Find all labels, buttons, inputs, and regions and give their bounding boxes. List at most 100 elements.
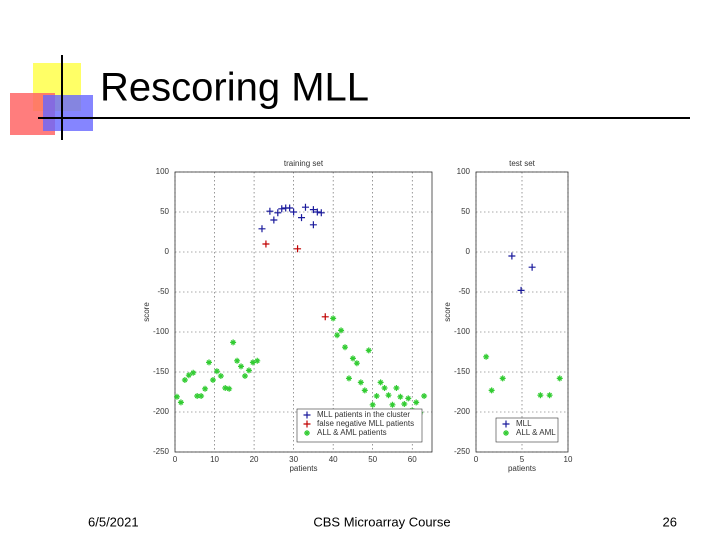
- data-point: [245, 367, 252, 374]
- data-point: [309, 221, 317, 229]
- data-point: [321, 313, 329, 321]
- legend-marker: [303, 420, 311, 428]
- data-point: [262, 240, 270, 248]
- x-tick-label: 0: [173, 455, 178, 464]
- data-point: [342, 344, 349, 351]
- data-point: [258, 225, 266, 233]
- data-point: [349, 355, 356, 362]
- data-point: [294, 245, 302, 253]
- data-point: [330, 315, 337, 322]
- data-point: [361, 387, 368, 394]
- data-point: [385, 392, 392, 399]
- y-tick-label: -150: [454, 367, 471, 376]
- data-point: [546, 392, 553, 399]
- x-tick-label: 0: [474, 455, 479, 464]
- legend-label: MLL: [516, 419, 532, 428]
- slide-title: Rescoring MLL: [100, 66, 369, 110]
- data-point: [190, 369, 197, 376]
- data-point: [301, 203, 309, 211]
- y-tick-label: -100: [153, 327, 170, 336]
- data-point: [317, 209, 325, 217]
- legend-marker: [502, 420, 510, 428]
- data-point: [369, 401, 376, 408]
- data-point: [194, 393, 201, 399]
- data-point: [537, 392, 544, 399]
- data-point: [238, 363, 245, 370]
- data-point: [278, 205, 286, 213]
- data-point: [222, 385, 229, 391]
- data-point: [298, 214, 306, 222]
- data-point: [334, 332, 341, 339]
- data-point: [202, 385, 209, 392]
- y-tick-label: -100: [454, 327, 471, 336]
- data-point: [181, 377, 188, 383]
- data-point: [528, 263, 536, 271]
- data-point: [185, 372, 192, 379]
- data-point: [381, 385, 388, 391]
- data-point: [209, 377, 216, 383]
- chart-title: test set: [509, 159, 536, 168]
- data-point: [389, 401, 396, 408]
- data-point: [499, 375, 506, 382]
- chart: -250 -200 -150 -100 -50 0 50 100 0 5 10 test set pat…: [443, 159, 573, 473]
- data-point: [309, 206, 317, 214]
- data-point: [286, 204, 294, 212]
- x-tick-label: 5: [520, 455, 525, 464]
- data-point: [234, 357, 241, 364]
- data-point: [488, 387, 495, 394]
- y-tick-label: -50: [458, 287, 470, 296]
- data-point: [517, 286, 525, 294]
- plot-frame: [174, 171, 433, 453]
- data-point: [373, 393, 380, 399]
- legend-marker: [503, 430, 509, 436]
- data-point: [338, 327, 345, 334]
- x-tick-label: 40: [329, 455, 338, 464]
- data-point: [206, 359, 213, 366]
- data-point: [413, 399, 420, 406]
- data-point: [249, 359, 256, 366]
- x-tick-label: 60: [408, 455, 417, 464]
- y-tick-label: -250: [153, 447, 170, 456]
- x-axis-label: patients: [508, 464, 536, 473]
- footer-date: 6/5/2021: [88, 514, 139, 529]
- data-point: [254, 357, 261, 364]
- y-tick-label: 50: [160, 207, 169, 216]
- x-tick-label: 10: [564, 455, 573, 464]
- x-axis-label: patients: [289, 464, 317, 473]
- data-point: [217, 373, 224, 379]
- y-axis-label: score: [142, 302, 151, 322]
- plot-frame: [475, 171, 569, 453]
- x-tick-label: 50: [368, 455, 377, 464]
- data-point: [393, 385, 400, 391]
- y-tick-label: -150: [153, 367, 170, 376]
- data-point: [226, 385, 233, 392]
- data-point: [173, 393, 180, 400]
- y-tick-label: -200: [454, 407, 471, 416]
- y-tick-label: -200: [153, 407, 170, 416]
- y-tick-label: 100: [156, 167, 170, 176]
- data-point: [198, 393, 205, 399]
- y-tick-label: -250: [454, 447, 471, 456]
- y-axis-label: score: [443, 302, 452, 322]
- data-point: [556, 375, 563, 382]
- data-point: [213, 368, 220, 375]
- legend-label: false negative MLL patients: [317, 419, 414, 428]
- data-point: [508, 252, 516, 260]
- data-point: [483, 353, 490, 360]
- y-tick-label: 50: [461, 207, 470, 216]
- data-point: [313, 208, 321, 216]
- data-point: [377, 379, 384, 386]
- footer-text: CBS Microarray Course: [313, 514, 450, 529]
- data-point: [274, 209, 282, 217]
- data-point: [397, 393, 404, 400]
- data-point: [405, 395, 412, 402]
- legend-marker: [303, 411, 311, 419]
- data-point: [177, 399, 184, 406]
- page-number: 26: [663, 514, 677, 529]
- y-tick-label: 0: [165, 247, 170, 256]
- data-point: [357, 379, 364, 386]
- data-point: [401, 401, 408, 407]
- data-point: [421, 393, 428, 399]
- data-point: [345, 375, 352, 382]
